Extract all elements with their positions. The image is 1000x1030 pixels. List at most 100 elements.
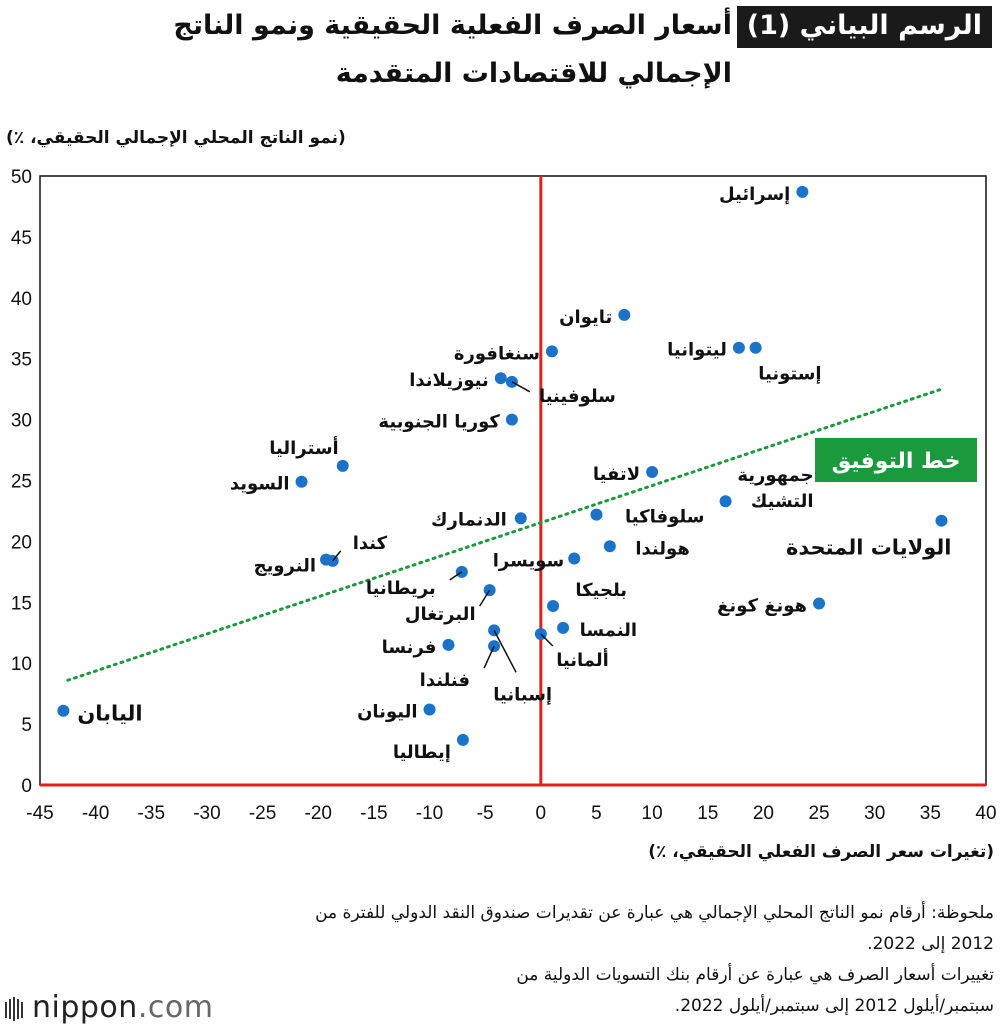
data-point-label: البرتغال <box>405 604 476 625</box>
data-point <box>336 459 349 472</box>
data-point <box>320 553 333 566</box>
data-point <box>514 512 527 525</box>
x-tick-label: -30 <box>193 803 220 824</box>
data-point-group: نيوزيلاندا <box>409 370 507 391</box>
data-point <box>442 638 455 651</box>
data-point-group: النرويج <box>254 553 333 577</box>
chart-title-line-2: الإجمالي للاقتصادات المتقدمة <box>335 58 732 89</box>
label-leader-line <box>483 645 495 669</box>
x-tick-label: -35 <box>138 803 165 824</box>
y-tick-label: 35 <box>11 350 32 371</box>
data-point <box>494 372 507 385</box>
data-point-group: لاتفيا <box>593 464 659 485</box>
data-point <box>749 341 762 354</box>
data-point <box>423 703 436 716</box>
data-point-label: نيوزيلاندا <box>409 370 489 391</box>
data-point <box>646 465 659 478</box>
y-tick-label: 10 <box>11 654 32 675</box>
data-point <box>603 540 616 553</box>
data-point-label: لاتفيا <box>593 464 640 485</box>
data-point <box>57 704 70 717</box>
y-tick-label: 45 <box>11 228 32 249</box>
x-tick-label: 30 <box>864 803 885 824</box>
data-point-label: الدنمارك <box>431 509 507 530</box>
data-point <box>796 185 809 198</box>
data-point-label: إستونيا <box>758 364 821 385</box>
label-leader-line <box>478 589 491 607</box>
data-point-group: بريطانيا <box>366 565 468 599</box>
x-axis-label: (تغيرات سعر الصرف الفعلي الحقيقي، ٪) <box>648 842 994 862</box>
x-tick-label: 0 <box>536 803 547 824</box>
data-point-group: بلجيكا <box>547 580 627 612</box>
data-point-group: سلوفاكيا <box>590 507 704 528</box>
figure-badge: الرسم البياني (1) <box>736 6 992 48</box>
data-point-label: سويسرا <box>493 550 564 571</box>
data-point-group: إسرائيل <box>719 184 809 205</box>
data-point-group: هونغ كونغ <box>717 596 826 617</box>
data-point-group: فرنسا <box>382 637 455 658</box>
data-point-label: اليابان <box>77 702 142 726</box>
note-line-3: تغييرات أسعار الصرف هي عبارة عن أرقام بن… <box>516 965 994 985</box>
x-tick-label: -45 <box>26 803 53 824</box>
logo-text: nippon <box>32 990 138 1025</box>
data-point-label: جمهورية التشيك <box>737 465 813 512</box>
data-point-group: سويسرا <box>493 550 581 571</box>
nippon-logo: nippon.com <box>4 990 213 1025</box>
note-line-2: 2012 إلى 2022. <box>867 934 994 954</box>
data-point <box>732 341 745 354</box>
data-point-group: السويد <box>230 474 308 495</box>
trend-line-label-box <box>815 438 977 482</box>
data-point-label: كندا <box>353 533 388 554</box>
trend-line-label: خط التوفيق <box>832 449 961 474</box>
label-leader-line <box>332 550 342 562</box>
data-point <box>813 597 826 610</box>
note-line-1: ملحوظة: أرقام نمو الناتج المحلي الإجمالي… <box>315 903 994 923</box>
data-point-label: سلوفينيا <box>539 386 616 407</box>
label-leader-line <box>493 629 517 673</box>
data-point-label: كوريا الجنوبية <box>378 412 500 433</box>
data-point-label: سنغافورة <box>454 343 540 364</box>
data-point-group: سلوفينيا <box>505 375 616 407</box>
chart-title-line-1: أسعار الصرف الفعلية الحقيقية ونمو الناتج <box>173 10 732 41</box>
x-tick-label: 5 <box>591 803 602 824</box>
data-point-label: هولندا <box>635 538 689 559</box>
data-point-label: النمسا <box>580 620 637 641</box>
x-tick-label: -10 <box>416 803 443 824</box>
data-point-label: أستراليا <box>269 436 338 459</box>
data-point <box>935 514 948 527</box>
x-tick-label: -5 <box>477 803 494 824</box>
data-point-label: بلجيكا <box>575 580 627 601</box>
data-point-group: ليتوانيا <box>667 340 745 361</box>
data-point-label: إيطاليا <box>393 742 451 763</box>
note-line-4: سبتمبر/أيلول 2012 إلى سبتمبر/أيلول 2022. <box>674 996 994 1016</box>
x-tick-label: 35 <box>920 803 941 824</box>
x-tick-label: 15 <box>697 803 718 824</box>
label-leader-line <box>449 571 463 581</box>
data-point-group: تايوان <box>559 307 631 328</box>
y-tick-label: 50 <box>11 167 32 188</box>
x-tick-label: -15 <box>360 803 387 824</box>
y-tick-label: 0 <box>21 776 32 797</box>
data-point-label: هونغ كونغ <box>717 596 807 617</box>
trend-line <box>66 387 943 682</box>
data-point <box>719 495 732 508</box>
x-tick-label: 10 <box>642 803 663 824</box>
data-point-label: اليونان <box>357 701 417 722</box>
data-point-group: اليونان <box>357 701 436 722</box>
data-point-group: أستراليا <box>269 436 349 472</box>
data-point-group: اليابان <box>57 702 143 726</box>
data-point <box>545 345 558 358</box>
x-tick-label: -20 <box>305 803 332 824</box>
data-point-group: إسبانيا <box>488 624 552 705</box>
data-point <box>547 599 560 612</box>
data-point-label: بريطانيا <box>366 578 436 599</box>
data-point-label: الولايات المتحدة <box>786 536 951 560</box>
x-tick-label: 20 <box>753 803 774 824</box>
data-point-label: السويد <box>230 474 290 495</box>
y-tick-label: 40 <box>11 289 32 310</box>
data-point <box>590 508 603 521</box>
data-point-group: الولايات المتحدة <box>786 514 951 560</box>
data-point <box>568 552 581 565</box>
data-point-group: النمسا <box>557 620 637 641</box>
data-point-label: إسرائيل <box>719 184 790 205</box>
